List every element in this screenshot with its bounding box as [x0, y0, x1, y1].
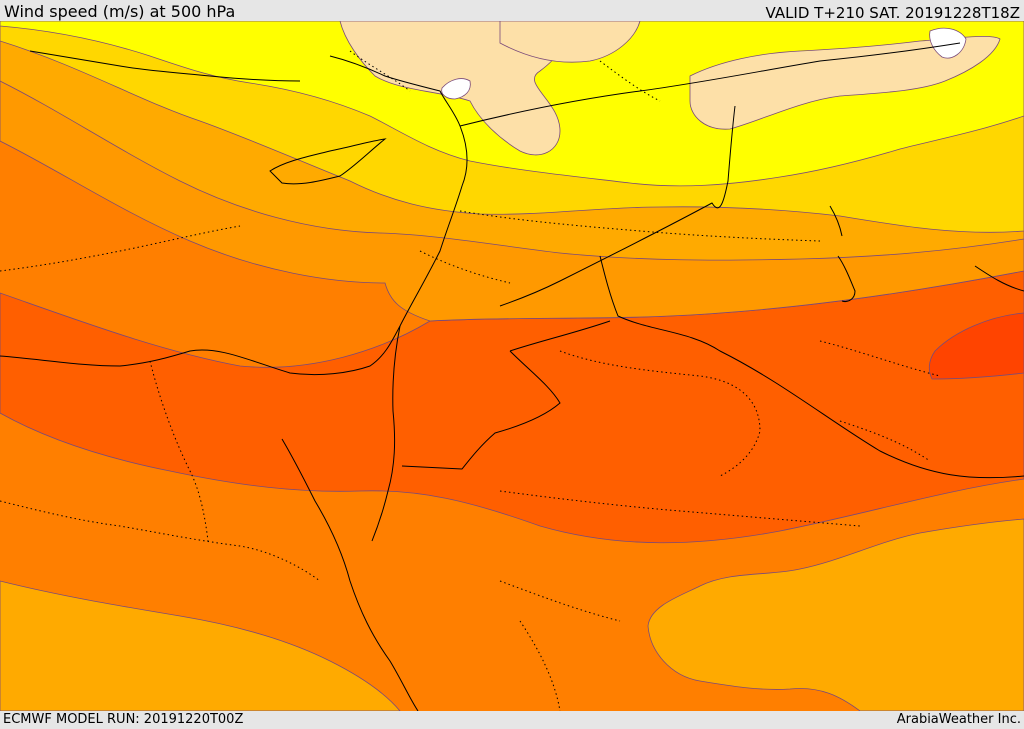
provider-label: ArabiaWeather Inc. [896, 712, 1021, 727]
valid-time: VALID T+210 SAT. 20191228T18Z [765, 4, 1020, 22]
band-mid-southeast [647, 518, 1024, 711]
band-calm-2 [929, 27, 967, 59]
internal-borders [0, 50, 941, 711]
band-peak [928, 312, 1024, 380]
coastlines [0, 42, 1024, 711]
footer-bar: ECMWF MODEL RUN: 20191220T00Z ArabiaWeat… [0, 711, 1024, 729]
band-very-low-east [689, 36, 1001, 130]
band-mid-southwest [0, 580, 401, 711]
band-very-low-top [499, 21, 641, 63]
wind-speed-map [0, 21, 1024, 711]
band-very-high [0, 270, 1024, 544]
header-bar: Wind speed (m/s) at 500 hPa VALID T+210 … [0, 0, 1024, 22]
map-title: Wind speed (m/s) at 500 hPa [4, 2, 236, 21]
model-run-label: ECMWF MODEL RUN: 20191220T00Z [3, 712, 244, 727]
map-canvas [0, 21, 1024, 711]
band-calm-1 [441, 78, 471, 100]
